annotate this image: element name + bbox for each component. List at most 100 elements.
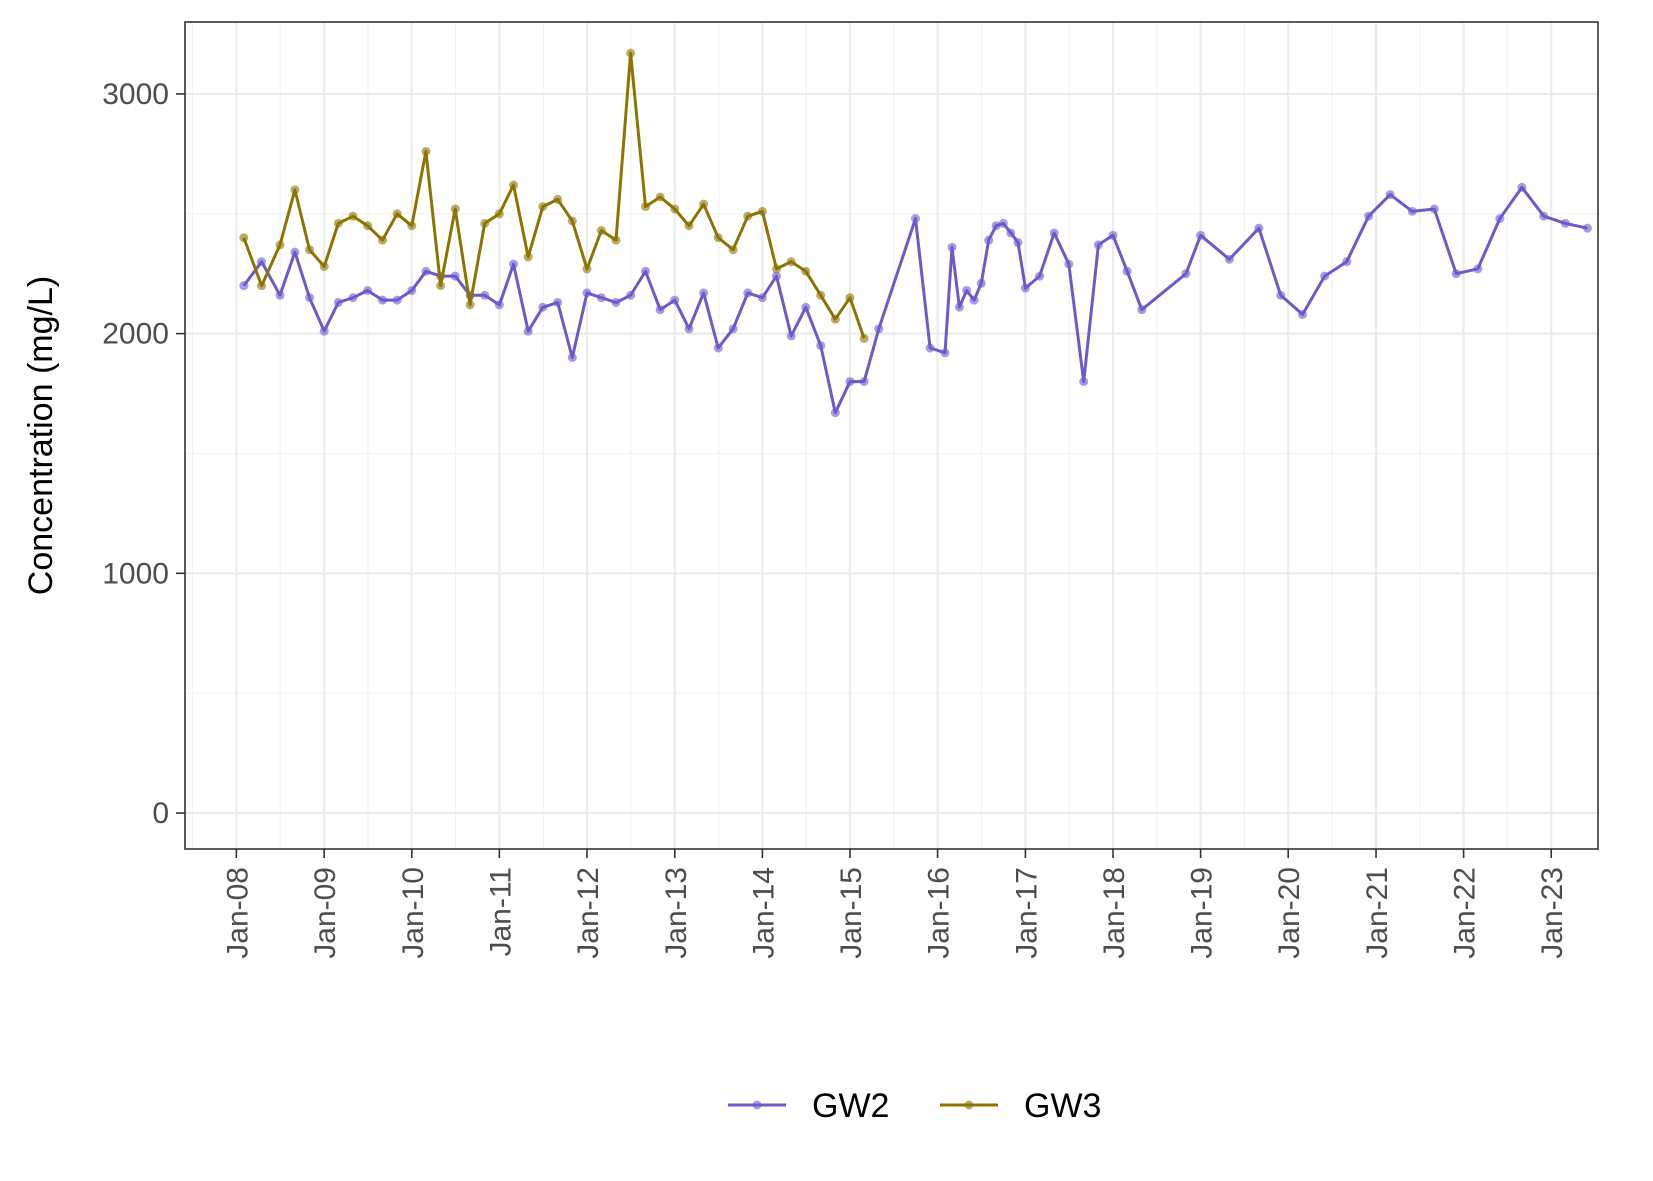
data-point [801, 302, 811, 312]
data-point [1429, 204, 1439, 214]
data-point [940, 348, 950, 358]
x-tick-label: Jan-13 [660, 867, 693, 959]
y-tick-label: 3000 [102, 78, 169, 111]
data-point [684, 221, 694, 231]
data-point [641, 266, 651, 276]
x-tick-label: Jan-22 [1449, 867, 1482, 959]
data-point [728, 324, 738, 334]
data-point [816, 341, 826, 351]
data-point [1407, 206, 1417, 216]
data-point [925, 343, 935, 353]
x-tick-label: Jan-19 [1186, 867, 1219, 959]
data-point [305, 293, 315, 303]
y-axis-title: Concentration (mg/L) [22, 276, 60, 595]
x-tick-label: Jan-09 [309, 867, 342, 959]
data-point [947, 242, 957, 252]
data-point [1079, 377, 1089, 387]
data-point [319, 326, 329, 336]
data-point [611, 235, 621, 245]
data-point [239, 281, 249, 291]
legend-label: GW2 [812, 1087, 889, 1125]
data-point [830, 408, 840, 418]
data-point [596, 293, 606, 303]
x-tick-label: Jan-16 [923, 867, 956, 959]
data-point [582, 288, 592, 298]
data-point [757, 206, 767, 216]
data-point [859, 377, 869, 387]
data-point [786, 331, 796, 341]
data-point [305, 245, 315, 255]
data-point [596, 226, 606, 236]
data-point [538, 202, 548, 212]
data-point [1364, 211, 1374, 221]
data-point [290, 247, 300, 257]
data-point [1224, 254, 1234, 264]
data-point [1495, 214, 1505, 224]
data-point [421, 266, 431, 276]
data-point [333, 297, 343, 307]
data-point [465, 300, 475, 310]
data-point [1196, 230, 1206, 240]
x-tick-label: Jan-21 [1361, 867, 1394, 959]
data-point [239, 233, 249, 243]
data-point [655, 192, 665, 202]
data-point [910, 214, 920, 224]
data-point [874, 324, 884, 334]
data-point [1385, 190, 1395, 200]
data-point [1320, 271, 1330, 281]
legend-key-point [752, 1100, 762, 1110]
data-point [1137, 305, 1147, 315]
data-point [1298, 309, 1308, 319]
data-point [567, 353, 577, 363]
data-point [1473, 264, 1483, 274]
data-point [436, 281, 446, 291]
data-point [641, 202, 651, 212]
data-point [553, 297, 563, 307]
data-point [772, 264, 782, 274]
data-point [1122, 266, 1132, 276]
data-point [450, 204, 460, 214]
data-point [1539, 211, 1549, 221]
data-point [363, 285, 373, 295]
data-point [611, 297, 621, 307]
data-point [626, 48, 636, 58]
data-point [1560, 218, 1570, 228]
x-tick-label: Jan-14 [747, 867, 780, 959]
data-point [319, 262, 329, 272]
data-point [333, 218, 343, 228]
data-point [699, 199, 709, 209]
y-tick-label: 0 [152, 797, 169, 830]
data-point [713, 233, 723, 243]
legend-item-gw3: GW3 [940, 1087, 1101, 1125]
data-point [1064, 259, 1074, 269]
data-point [969, 295, 979, 305]
data-point [998, 218, 1008, 228]
data-point [494, 209, 504, 219]
data-point [626, 290, 636, 300]
legend-item-gw2: GW2 [728, 1087, 889, 1125]
panel-border [184, 21, 1599, 850]
x-tick-label: Jan-12 [572, 867, 605, 959]
x-tick-label: Jan-23 [1536, 867, 1569, 959]
data-point [772, 271, 782, 281]
data-point [757, 293, 767, 303]
x-tick-label: Jan-11 [484, 867, 517, 957]
data-point [509, 180, 519, 190]
data-point [743, 211, 753, 221]
data-point [480, 290, 490, 300]
data-point [1451, 269, 1461, 279]
data-point [553, 194, 563, 204]
data-point [845, 293, 855, 303]
data-point [407, 285, 417, 295]
data-point [699, 288, 709, 298]
data-point [670, 295, 680, 305]
data-point [363, 221, 373, 231]
data-point [830, 314, 840, 324]
x-tick-label: Jan-17 [1010, 867, 1043, 959]
data-point [567, 216, 577, 226]
data-point [655, 305, 665, 315]
minor-gridlines [185, 22, 1598, 849]
data-point [407, 221, 417, 231]
